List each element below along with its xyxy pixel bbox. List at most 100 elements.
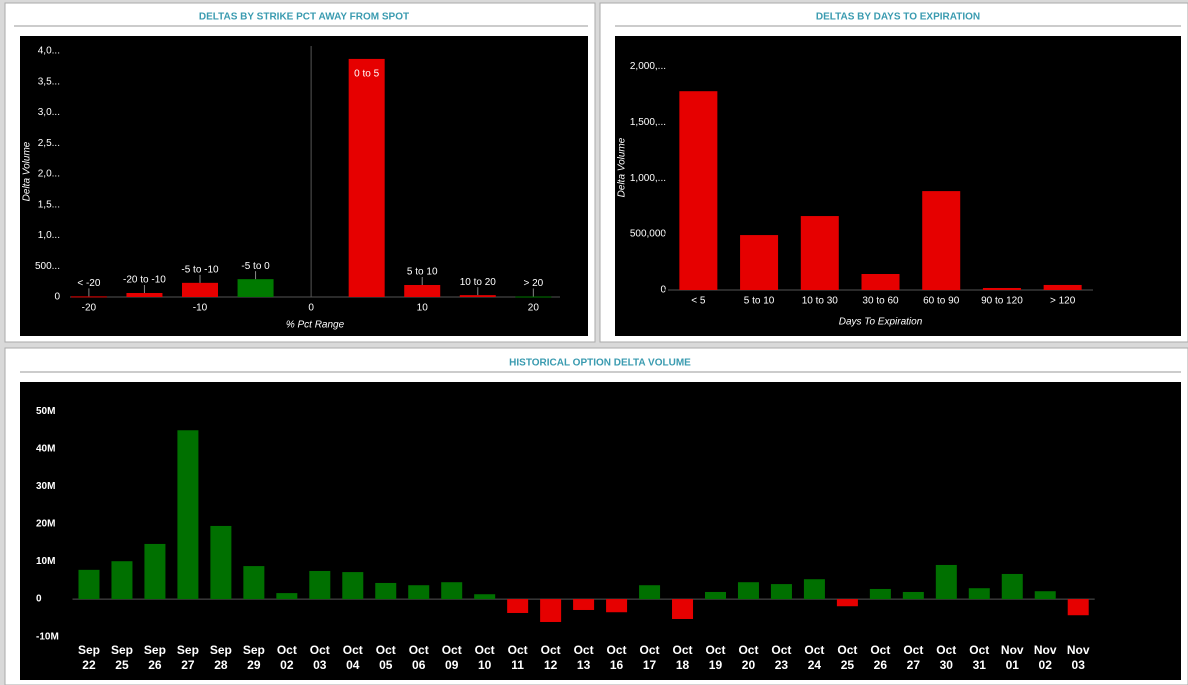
bar-label: -20 to -10 [123,275,166,286]
y-tick-label: 40M [36,444,55,455]
bar [770,584,792,600]
bar [740,235,779,290]
x-tick-label: Oct 06 [408,643,429,672]
x-tick-label: Sep 25 [110,643,133,672]
y-axis-label: Delta Volume [617,137,628,197]
bar [639,585,661,600]
x-tick-label: 10 [417,303,429,314]
x-tick-label: Nov 03 [1066,643,1090,672]
y-tick-label: 2,5... [38,138,60,149]
x-tick-label: < 5 [691,296,706,307]
x-tick-label: 10 to 30 [802,296,839,307]
x-tick-label: Oct 03 [309,643,330,672]
y-tick-label: 3,5... [38,76,60,87]
bar-label: 10 to 20 [460,277,497,288]
x-tick-label: Sep 28 [209,643,232,672]
x-tick-label: -10 [193,303,208,314]
x-tick-label: 5 to 10 [744,296,775,307]
x-axis-label: % Pct Range [286,320,345,331]
x-tick-label: Oct 19 [705,643,726,672]
y-tick-label: 2,000,... [630,61,666,72]
y-tick-label: 4,0... [38,46,60,57]
y-tick-label: 30M [36,481,55,492]
x-tick-label: Oct 17 [639,643,660,672]
x-tick-label: Oct 31 [969,643,990,672]
bar [375,582,397,600]
y-tick-label: 0 [54,292,60,303]
x-tick-label: Sep 27 [176,643,199,672]
x-tick-label: Sep 26 [143,643,166,672]
x-tick-label: 60 to 90 [923,296,960,307]
x-tick-label: Oct 04 [342,643,363,672]
chart-title: DELTAS BY DAYS TO EXPIRATION [816,12,980,23]
x-tick-label: Oct 09 [441,643,462,672]
bar [237,279,274,297]
chart-title: HISTORICAL OPTION DELTA VOLUME [509,358,691,369]
x-tick-label: Oct 18 [672,643,693,672]
bar [348,58,385,298]
y-tick-label: 20M [36,519,55,530]
bar [606,599,628,613]
y-tick-label: 500... [35,261,60,272]
bar [404,285,441,297]
y-axis-label: Delta Volume [22,141,33,201]
x-tick-label: Oct 02 [276,643,297,672]
y-tick-label: 3,0... [38,107,60,118]
x-tick-label: 20 [528,303,540,314]
x-tick-label: Nov 02 [1033,643,1057,672]
bar [1034,591,1056,600]
bar [861,274,900,290]
bar [210,525,232,600]
bar [111,561,133,600]
bar [459,295,496,297]
bar [902,591,924,600]
y-tick-label: 50M [36,406,55,417]
x-tick-label: Oct 27 [903,643,924,672]
y-tick-label: 10M [36,556,55,567]
x-tick-label: Oct 05 [375,643,396,672]
bar [982,287,1021,290]
y-tick-label: 1,5... [38,199,60,210]
y-tick-label: 1,000,... [630,173,666,184]
bar [672,599,694,619]
bar [441,582,463,600]
x-tick-label: Oct 25 [837,643,858,672]
x-tick-label: Sep 22 [77,643,100,672]
x-axis-label: Days To Expiration [839,317,923,328]
x-tick-label: Oct 12 [540,643,561,672]
bar [836,599,858,607]
x-tick-label: Oct 26 [870,643,891,672]
bar [704,591,726,600]
x-tick-label: Oct 10 [474,643,495,672]
bar [540,599,562,622]
x-tick-label: > 120 [1050,296,1076,307]
y-tick-label: 2,0... [38,169,60,180]
chart-title: DELTAS BY STRIKE PCT AWAY FROM SPOT [199,12,409,23]
bar [78,569,100,600]
bar [1001,573,1023,600]
bar [1043,284,1082,290]
x-tick-label: Oct 30 [936,643,957,672]
bar [177,430,199,600]
x-tick-label: 0 [308,303,314,314]
x-tick-label: Oct 20 [738,643,759,672]
y-tick-label: 0 [660,285,666,296]
x-tick-label: Oct 16 [606,643,627,672]
x-tick-label: Oct 24 [804,643,825,672]
bar [182,282,218,297]
bar [737,582,759,600]
bar [243,566,265,600]
x-tick-label: Oct 11 [507,643,528,672]
bar [800,216,839,290]
x-tick-label: 90 to 120 [981,296,1023,307]
bar-label: -5 to -10 [181,264,219,275]
x-tick-label: Oct 13 [573,643,594,672]
bar [869,588,891,600]
y-tick-label: -10M [36,631,59,642]
bar-label: > 20 [523,278,543,289]
bar [573,599,595,610]
bar [968,588,990,600]
y-tick-label: 500,000 [630,229,667,240]
